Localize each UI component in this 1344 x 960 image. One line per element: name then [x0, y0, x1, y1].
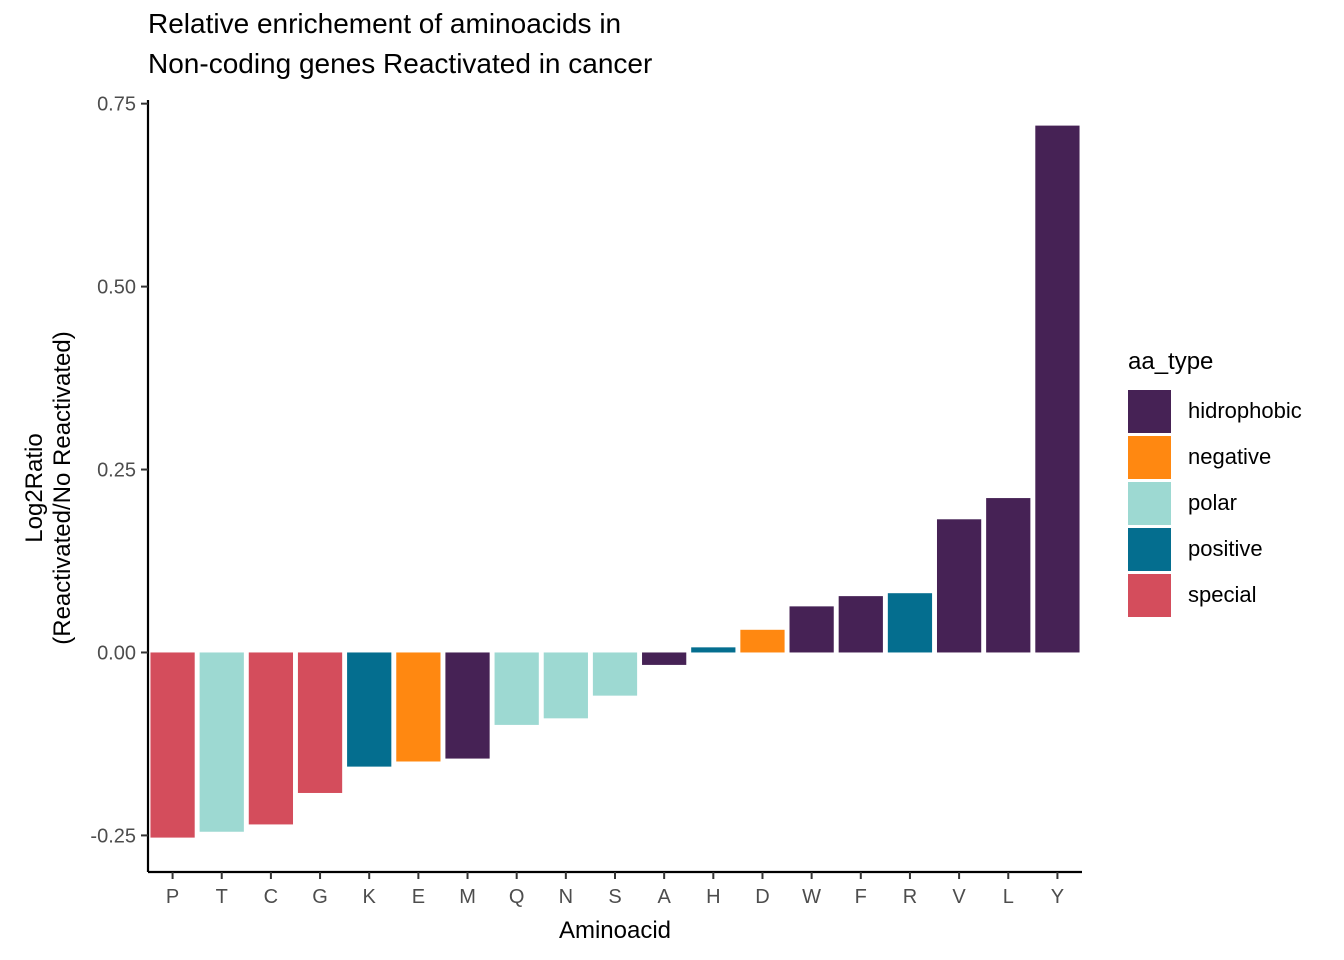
y-axis-title: Log2Ratio (Reactivated/No Reactivated)	[21, 331, 76, 644]
x-tick-label: Q	[509, 886, 525, 908]
legend-swatch	[1128, 527, 1171, 571]
y-tick-label: -0.25	[90, 825, 136, 847]
legend-label: negative	[1188, 444, 1272, 469]
bar-Y	[1035, 125, 1080, 653]
x-tick-label: C	[264, 886, 278, 908]
bar-A	[642, 652, 687, 665]
legend-label: special	[1188, 582, 1257, 607]
bar-F	[838, 596, 883, 653]
y-axis-title-line-1: Log2Ratio	[21, 433, 48, 542]
bar-M	[445, 652, 490, 759]
bar-P	[150, 652, 195, 838]
y-tick-label: 0.75	[97, 94, 136, 116]
x-tick-label: F	[855, 886, 867, 908]
legend-swatch	[1128, 481, 1171, 525]
x-tick-label: Y	[1051, 886, 1064, 908]
legend-label: hidrophobic	[1188, 398, 1302, 423]
x-tick-label: K	[363, 886, 377, 908]
y-tick-label: 0.00	[97, 642, 136, 664]
x-tick-label: V	[952, 886, 966, 908]
bar-W	[789, 606, 834, 653]
y-tick-label: 0.50	[97, 277, 136, 299]
bar-E	[396, 652, 441, 762]
legend-swatch	[1128, 389, 1171, 433]
bars-layer	[150, 125, 1080, 838]
bar-S	[592, 652, 638, 696]
x-tick-label: S	[608, 886, 621, 908]
x-tick-label: E	[412, 886, 425, 908]
bar-V	[936, 519, 982, 653]
x-tick-label: R	[903, 886, 917, 908]
legend-swatch	[1128, 573, 1171, 617]
y-ticks: -0.25 0.00 0.25 0.50 0.75	[90, 94, 148, 847]
x-tick-label: G	[312, 886, 328, 908]
x-tick-label: M	[459, 886, 476, 908]
chart-title-line-1: Relative enrichement of aminoacids in	[148, 8, 622, 39]
legend-item-positive: positive	[1128, 526, 1302, 572]
legend-item-hidrophobic: hidrophobic	[1128, 388, 1302, 434]
legend-label: positive	[1188, 536, 1263, 561]
x-tick-label: A	[657, 886, 671, 908]
bar-H	[691, 647, 736, 653]
chart-title-line-2: Non-coding genes Reactivated in cancer	[148, 48, 653, 79]
bar-N	[543, 652, 588, 719]
bar-L	[986, 498, 1031, 653]
bar-K	[347, 652, 392, 767]
x-tick-label: P	[166, 886, 179, 908]
legend-item-polar: polar	[1128, 480, 1302, 526]
bar-G	[297, 652, 343, 793]
legend-title: aa_type	[1128, 348, 1214, 375]
x-tick-label: W	[802, 886, 821, 908]
bar-T	[199, 652, 244, 832]
y-axis-title-line-2: (Reactivated/No Reactivated)	[49, 331, 76, 644]
x-tick-label: N	[559, 886, 573, 908]
x-tick-label: H	[706, 886, 720, 908]
x-tick-label: L	[1003, 886, 1014, 908]
x-axis-title: Aminoacid	[559, 917, 671, 944]
bar-R	[887, 593, 933, 653]
legend-swatch	[1128, 435, 1171, 479]
bar-Q	[494, 652, 539, 725]
bar-C	[248, 652, 294, 825]
x-tick-label: D	[755, 886, 769, 908]
x-tick-label: T	[216, 886, 228, 908]
legend-item-negative: negative	[1128, 434, 1302, 480]
legend-label: polar	[1188, 490, 1237, 515]
legend-item-special: special	[1128, 572, 1302, 618]
bar-D	[740, 629, 785, 653]
y-tick-label: 0.25	[97, 460, 136, 482]
legend: aa_type hidrophobic negative polar posit…	[1128, 348, 1302, 618]
